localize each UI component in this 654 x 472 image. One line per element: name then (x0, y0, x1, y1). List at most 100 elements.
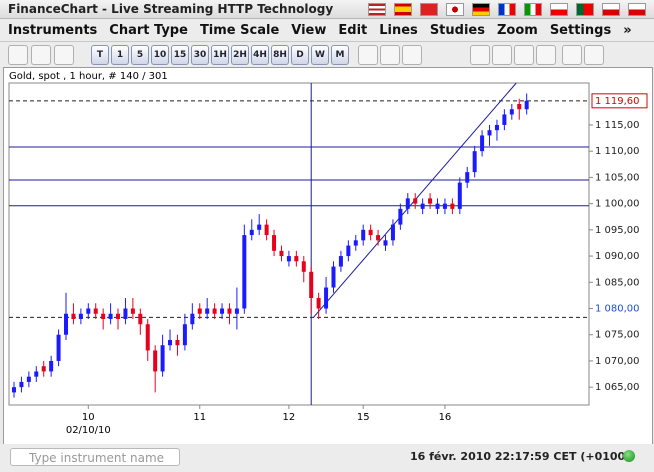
candle-body (272, 235, 277, 251)
flag-cn[interactable] (420, 3, 438, 16)
candle-body (168, 339, 173, 346)
candle-body (138, 313, 143, 325)
menu-item[interactable]: Zoom (496, 22, 538, 38)
menu-item[interactable]: Instruments (8, 22, 98, 38)
candle-body (175, 339, 180, 346)
line-icon[interactable] (54, 45, 74, 65)
candle-body (71, 313, 76, 319)
draw-icon[interactable] (536, 45, 556, 65)
candle-body (205, 308, 210, 314)
flag-at[interactable] (628, 3, 646, 16)
instrument-search[interactable]: Type instrument name (10, 448, 180, 466)
flag-pl[interactable] (550, 3, 568, 16)
flag-jp[interactable] (446, 3, 464, 16)
candle-body (130, 308, 135, 314)
candle-body (56, 334, 61, 361)
toolbar: T 1 5 10 15 30 1H 2H 4H 8H D W M (0, 42, 654, 67)
datetime: 16 févr. 2010 22:17:59 CET (+0100) (410, 450, 631, 463)
timeframe-button[interactable]: 5 (131, 45, 149, 65)
y-tick-label: 1 095,00 (595, 225, 640, 236)
candle-body (428, 198, 433, 204)
chart: Gold, spot , 1 hour, # 140 / 301 1 065,0… (8, 71, 648, 436)
y-tick-label: 1 070,00 (595, 356, 640, 367)
candle-body (145, 324, 150, 351)
candle-body (41, 366, 46, 372)
erase-icon[interactable] (562, 45, 582, 65)
flag-fr[interactable] (498, 3, 516, 16)
candle-body (227, 308, 232, 314)
candle-body (353, 240, 358, 246)
candle-body (457, 182, 462, 209)
title-bar: FinanceChart - Live Streaming HTTP Techn… (0, 0, 654, 19)
timeframe-button[interactable]: 2H (231, 45, 249, 65)
timeframe-button[interactable]: 1H (211, 45, 229, 65)
status-bar: Type instrument name 16 févr. 2010 22:17… (0, 444, 654, 472)
menu-item[interactable]: View (291, 22, 327, 38)
candle-body (86, 308, 91, 314)
timeframe-button[interactable]: 15 (171, 45, 189, 65)
flag-it[interactable] (524, 3, 542, 16)
menu-item[interactable]: Settings (549, 22, 612, 38)
bar-icon[interactable] (31, 45, 51, 65)
candle-body (294, 256, 299, 262)
menu-item[interactable]: Studies (429, 22, 485, 38)
crosshair-icon[interactable] (358, 45, 378, 65)
y-tick-label: 1 090,00 (595, 251, 640, 262)
flag-us[interactable] (368, 3, 386, 16)
x-tick-label: 10 (82, 412, 95, 423)
candle-body (101, 313, 106, 319)
fib-icon[interactable] (514, 45, 534, 65)
zoom-icon[interactable] (402, 45, 422, 65)
candle-body (390, 224, 395, 241)
candle-body (376, 235, 381, 241)
timeframe-button[interactable]: D (291, 45, 309, 65)
x-tick-label: 15 (357, 412, 370, 423)
cursor-icon[interactable] (380, 45, 400, 65)
candle-body (472, 151, 477, 173)
flag-es[interactable] (394, 3, 412, 16)
candle-body (78, 313, 83, 319)
x-sublabel: 02/10/10 (66, 425, 111, 436)
candle-body (257, 224, 262, 230)
candle-icon[interactable] (8, 45, 28, 65)
flag-cz[interactable] (602, 3, 620, 16)
timeframe-button[interactable]: 8H (271, 45, 289, 65)
candle-body (368, 229, 373, 236)
window-title: FinanceChart - Live Streaming HTTP Techn… (8, 2, 334, 16)
timeframe-button[interactable]: W (311, 45, 329, 65)
last-price-box (591, 93, 648, 109)
timeframe-button[interactable]: 1 (111, 45, 129, 65)
timeframe-button[interactable]: T (91, 45, 109, 65)
timeframe-button[interactable]: 30 (191, 45, 209, 65)
candle-body (49, 360, 54, 372)
trend-icon[interactable] (470, 45, 490, 65)
candle-body (502, 114, 507, 125)
timeframe-button[interactable]: M (331, 45, 349, 65)
candle-body (346, 245, 351, 257)
x-tick-label: 16 (439, 412, 452, 423)
candle-body (309, 271, 314, 299)
menu-item[interactable]: Chart Type (109, 22, 188, 38)
menu-bar: Instruments Chart Type Time Scale View Edit L… (0, 19, 654, 42)
menu-item[interactable]: Time Scale (199, 22, 280, 38)
candle-body (34, 371, 39, 377)
y-tick-label: 1 075,00 (595, 330, 640, 341)
candle-body (64, 313, 69, 335)
channel-icon[interactable] (492, 45, 512, 65)
pen-icon[interactable] (584, 45, 604, 65)
timeframe-button[interactable]: 10 (151, 45, 169, 65)
candle-body (220, 308, 225, 314)
candle-body (242, 235, 247, 309)
menu-item[interactable]: Edit (338, 22, 368, 38)
candle-body (398, 208, 403, 225)
candle-body (123, 308, 128, 319)
candle-body (153, 350, 158, 372)
menu-item[interactable]: Lines (379, 22, 418, 38)
chart-title: Gold, spot , 1 hour, # 140 / 301 (9, 71, 168, 82)
flag-pt[interactable] (576, 3, 594, 16)
candle-body (338, 256, 343, 267)
flag-de[interactable] (472, 3, 490, 16)
x-tick-label: 11 (193, 412, 206, 423)
menu-item[interactable]: » (623, 22, 632, 38)
timeframe-button[interactable]: 4H (251, 45, 269, 65)
